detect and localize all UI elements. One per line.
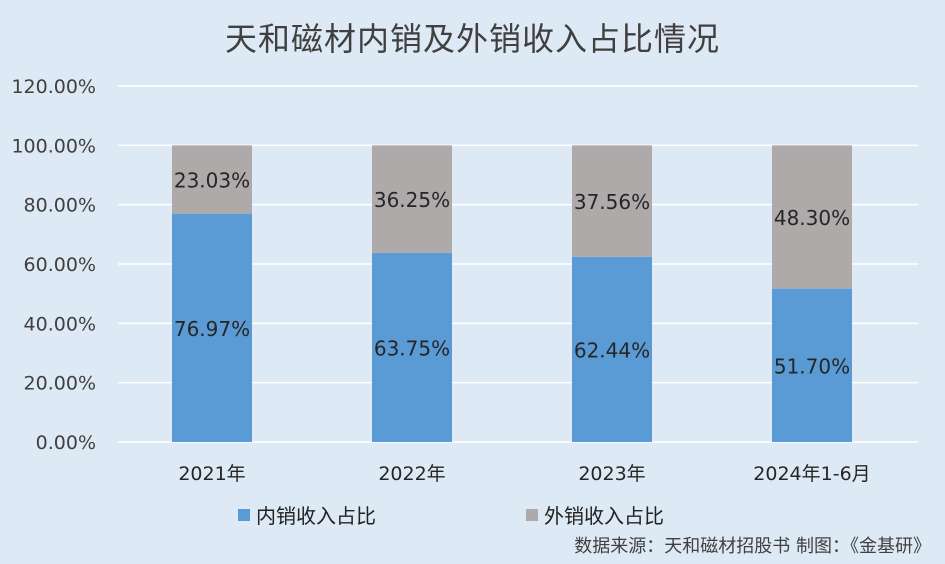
legend-item-export: 外销收入占比	[526, 500, 664, 529]
y-tick-label: 100.00%	[11, 135, 96, 157]
x-tick-label: 2023年	[578, 463, 645, 485]
data-label-export: 36.25%	[374, 188, 450, 212]
chart-legend: 内销收入占比 外销收入占比	[238, 500, 814, 529]
data-label-domestic: 76.97%	[174, 317, 250, 341]
y-tick-label: 120.00%	[11, 76, 96, 98]
data-label-export: 37.56%	[574, 190, 650, 214]
x-tick-label: 2022年	[378, 463, 445, 485]
y-tick-label: 80.00%	[24, 195, 96, 217]
y-tick-label: 60.00%	[24, 254, 96, 276]
bar-domestic	[372, 252, 452, 442]
bar-domestic	[172, 213, 252, 442]
bar-export	[372, 145, 452, 253]
x-tick-label: 2021年	[178, 463, 245, 485]
source-note: 数据来源：天和磁材招股书 制图：《金基研》	[574, 536, 931, 557]
y-tick-label: 40.00%	[24, 313, 96, 335]
bar-domestic	[572, 256, 652, 442]
legend-swatch-domestic	[238, 508, 250, 521]
bar-export	[172, 145, 252, 214]
y-tick-label: 20.00%	[24, 373, 96, 395]
data-label-domestic: 63.75%	[374, 336, 450, 360]
legend-item-domestic: 内销收入占比	[238, 500, 376, 529]
legend-label-export: 外销收入占比	[544, 504, 664, 528]
legend-swatch-export	[526, 508, 538, 521]
legend-label-domestic: 内销收入占比	[256, 504, 376, 528]
data-label-domestic: 62.44%	[574, 338, 650, 362]
chart-title: 天和磁材内销及外销收入占比情况	[224, 20, 720, 58]
y-tick-label: 0.00%	[36, 432, 96, 454]
data-label-export: 48.30%	[774, 206, 850, 230]
x-tick-label: 2024年1-6月	[753, 463, 870, 485]
bar-domestic	[772, 288, 852, 442]
data-label-export: 23.03%	[174, 168, 250, 192]
data-label-domestic: 51.70%	[774, 354, 850, 378]
bar-export	[772, 145, 852, 289]
bar-export	[572, 145, 652, 257]
